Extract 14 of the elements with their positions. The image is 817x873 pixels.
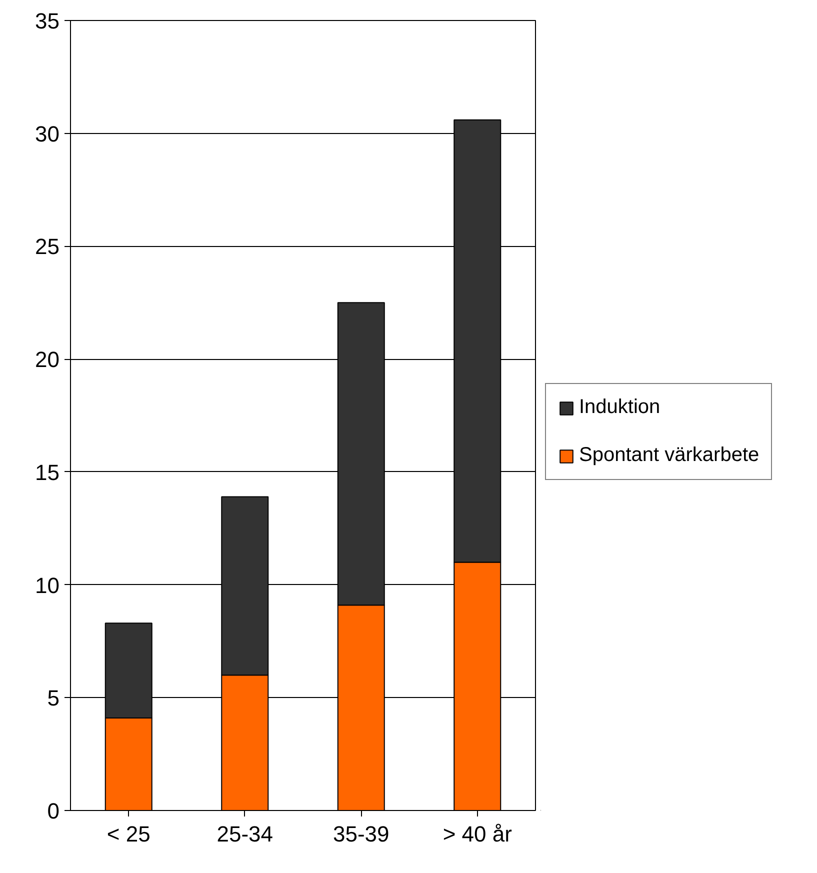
legend-label: Induktion xyxy=(579,396,660,419)
y-tick-label: 0 xyxy=(47,798,60,824)
y-tick-label: 10 xyxy=(35,572,60,598)
x-tick-label: > 40 år xyxy=(442,822,512,846)
x-tick-label: 35-39 xyxy=(332,822,390,846)
x-tick-label: < 25 xyxy=(106,822,150,846)
y-tick-label: 35 xyxy=(35,8,60,34)
y-tick-label: 30 xyxy=(35,121,60,146)
y-tick-label: 5 xyxy=(47,686,60,711)
y-tick-label: 20 xyxy=(35,347,60,372)
y-tick-label: 25 xyxy=(35,234,60,260)
legend-label: Spontant värkarbete xyxy=(579,444,760,467)
x-tick-label: 25-34 xyxy=(216,822,274,846)
y-tick-label: 15 xyxy=(35,460,60,485)
